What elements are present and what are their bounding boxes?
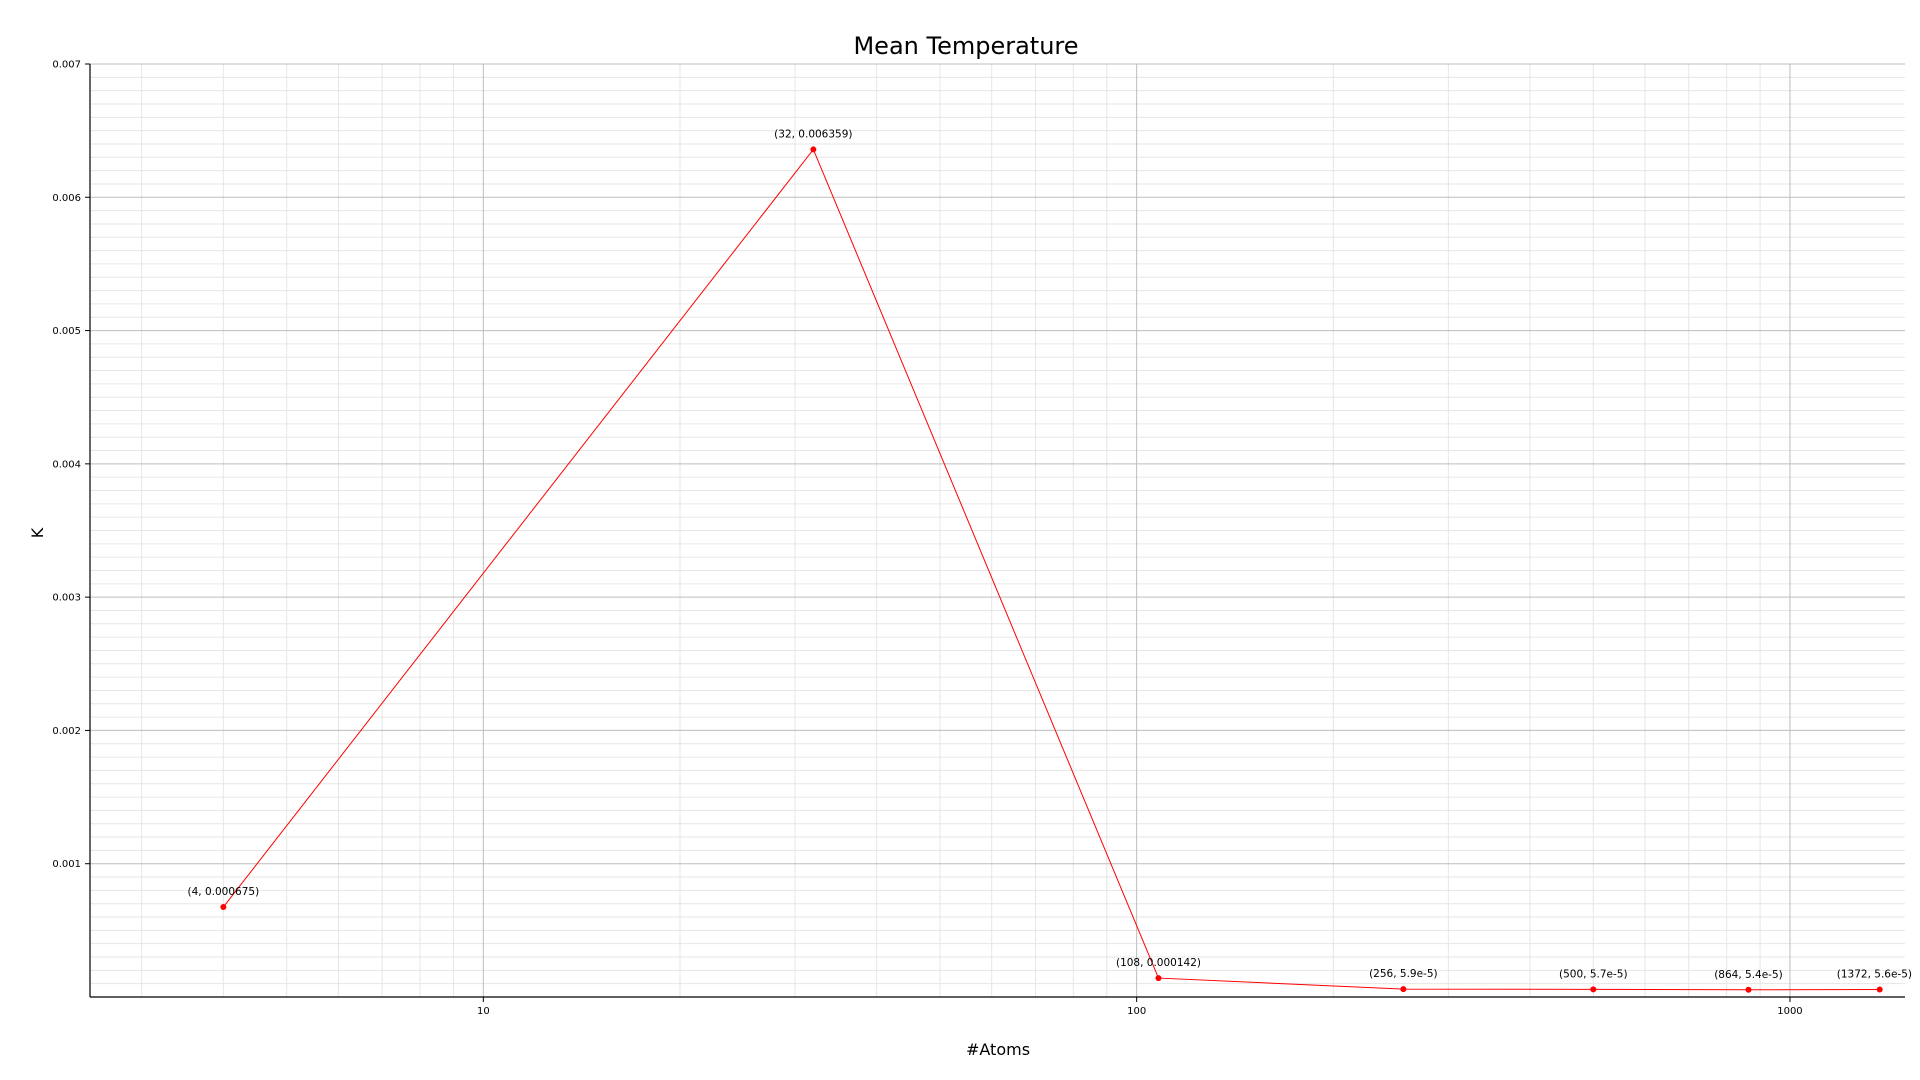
data-label: (256, 5.9e-5)	[1369, 968, 1438, 980]
data-point	[1590, 986, 1597, 993]
data-point	[810, 146, 817, 153]
x-axis-label: #Atoms	[966, 1040, 1030, 1059]
y-tick-label: 0.007	[52, 60, 81, 71]
chart-title: Mean Temperature	[853, 32, 1078, 60]
data-label: (4, 0.000675)	[188, 886, 260, 898]
data-label: (1372, 5.6e-5)	[1837, 969, 1912, 981]
axes	[85, 63, 1905, 1002]
y-tick-label: 0.005	[52, 326, 81, 337]
tick-labels: 0.001 0.002 0.003 0.004 0.005 0.006 0.007 10 100…	[52, 60, 1802, 1018]
x-tick-label: 100	[1127, 1006, 1146, 1017]
data-label: (32, 0.006359)	[774, 128, 852, 140]
y-tick-label: 0.004	[52, 459, 81, 470]
data-label: (108, 0.000142)	[1116, 957, 1201, 969]
data-label: (864, 5.4e-5)	[1714, 969, 1783, 981]
y-tick-label: 0.002	[52, 726, 81, 737]
data-label: (500, 5.7e-5)	[1559, 968, 1628, 980]
y-axis-label: K	[28, 527, 47, 538]
x-tick-label: 1000	[1777, 1006, 1802, 1017]
data-point	[1876, 986, 1883, 993]
x-tick-label: 10	[477, 1006, 490, 1017]
data-point	[1155, 975, 1162, 982]
y-tick-label: 0.001	[52, 859, 81, 870]
major-gridlines	[90, 63, 1905, 997]
data-point	[1745, 986, 1752, 993]
data-series	[220, 146, 1883, 993]
minor-gridlines	[90, 64, 1905, 997]
data-point	[220, 904, 227, 911]
data-labels: (4, 0.000675) (32, 0.006359) (108, 0.00014…	[188, 128, 1912, 980]
y-tick-label: 0.003	[52, 593, 81, 604]
y-tick-label: 0.006	[52, 193, 81, 204]
data-point	[1400, 986, 1407, 993]
